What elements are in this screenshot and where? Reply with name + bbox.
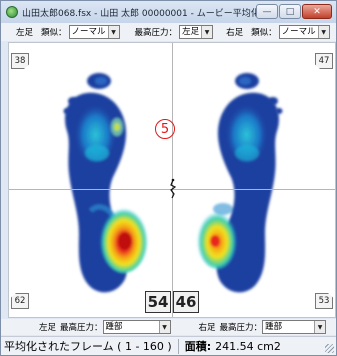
window-controls: — □ ✕ (256, 4, 332, 19)
chevron-down-icon: ▼ (314, 321, 326, 333)
window-title: 山田太郎068.fsx - 山田 太郎 00000001 - ムービー平均化 (22, 8, 260, 19)
minimize-button[interactable]: — (256, 4, 278, 19)
bottom-right-max-label: 最高圧力： (219, 323, 263, 333)
close-button[interactable]: ✕ (302, 4, 332, 19)
title-bar: 山田太郎068.fsx - 山田 太郎 00000001 - ムービー平均化 —… (1, 1, 336, 23)
left-foot-percentage: 54 (145, 291, 171, 313)
left-max-pressure-value: 踵部 (105, 322, 123, 332)
cog-cursor-icon (170, 178, 177, 199)
status-bar: 平均化されたフレーム ( 1 - 160 ) 面積: 241.54 cm2 (1, 336, 336, 355)
max-pressure-value: 左足 (182, 27, 200, 37)
chevron-down-icon: ▼ (158, 321, 170, 333)
bottom-right-foot-label: 右足 (198, 323, 216, 333)
right-foot-percentage: 46 (173, 291, 199, 313)
pressure-canvas[interactable]: 38 47 62 53 5 54 46 (8, 42, 336, 318)
max-pressure-select[interactable]: 左足 ▼ (179, 25, 214, 39)
left-max-pressure-select[interactable]: 踵部 ▼ (102, 320, 171, 334)
corner-value-top-right: 47 (315, 53, 333, 69)
right-similar-value: ノーマル (281, 27, 316, 37)
averaged-frames-text: 平均化されたフレーム ( 1 - 160 ) (4, 340, 172, 353)
resize-grip-icon[interactable] (325, 344, 334, 353)
chevron-down-icon: ▼ (107, 26, 119, 38)
chevron-down-icon: ▼ (317, 26, 329, 38)
left-toes (63, 73, 111, 122)
app-icon (6, 6, 18, 18)
bottom-left-foot-label: 左足 (39, 323, 57, 333)
foot-pressure-map (63, 73, 283, 293)
max-pressure-label: 最高圧力： (134, 28, 178, 38)
chevron-down-icon: ▼ (201, 26, 213, 38)
corner-value-bottom-left: 62 (11, 293, 29, 309)
top-toolbar: 左足 類似： ノーマル ▼ 最高圧力： 左足 ▼ 右足 類似： ノーマル ▼ (1, 23, 336, 41)
frame-number-badge: 5 (155, 119, 175, 139)
left-foot-label: 左足 (16, 28, 34, 38)
status-divider (177, 338, 179, 354)
bottom-left-max-label: 最高圧力： (60, 323, 103, 333)
right-foot-label: 右足 (226, 28, 244, 38)
right-foot (197, 92, 279, 293)
left-foot (65, 92, 148, 293)
area-value: 241.54 cm2 (215, 339, 281, 353)
left-similar-value: ノーマル (71, 27, 106, 37)
corner-value-top-left: 38 (11, 53, 29, 69)
right-similar-select[interactable]: ノーマル ▼ (278, 25, 330, 39)
right-max-pressure-select[interactable]: 踵部 ▼ (262, 320, 327, 334)
left-similar-select[interactable]: ノーマル ▼ (68, 25, 120, 39)
right-similar-label: 類似： (251, 28, 277, 38)
right-max-pressure-value: 踵部 (265, 322, 283, 332)
area-label: 面積: (184, 340, 212, 353)
corner-value-bottom-right: 53 (315, 293, 333, 309)
right-toes (235, 73, 283, 122)
bottom-toolbar: 左足 最高圧力： 踵部 ▼ 右足 最高圧力： 踵部 ▼ (1, 319, 336, 335)
left-similar-label: 類似： (41, 28, 67, 38)
maximize-button[interactable]: □ (279, 4, 301, 19)
